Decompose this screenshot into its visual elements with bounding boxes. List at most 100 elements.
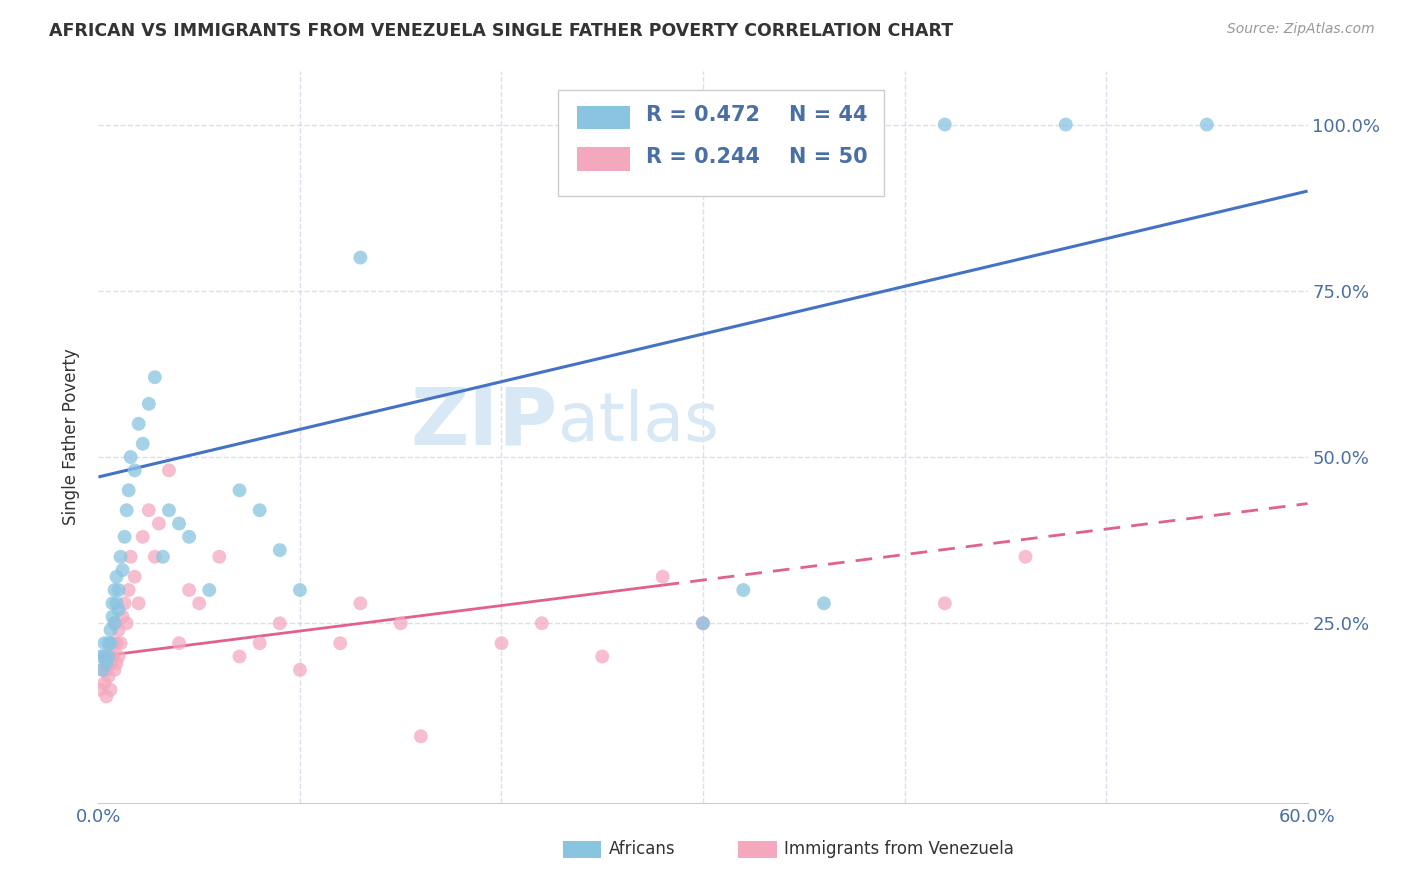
Point xyxy=(93,676,115,690)
Point xyxy=(167,516,190,531)
Point xyxy=(249,503,271,517)
Point xyxy=(97,669,120,683)
Point xyxy=(118,483,141,498)
Point xyxy=(389,616,412,631)
Text: R = 0.472    N = 44: R = 0.472 N = 44 xyxy=(647,105,868,125)
Point xyxy=(269,543,291,558)
Point xyxy=(733,582,755,597)
Point xyxy=(152,549,174,564)
Point xyxy=(97,649,120,664)
Point xyxy=(143,370,166,384)
Point xyxy=(97,649,120,664)
Point xyxy=(105,636,128,650)
Point xyxy=(409,729,432,743)
Point xyxy=(111,609,134,624)
Y-axis label: Single Father Poverty: Single Father Poverty xyxy=(62,349,80,525)
Point xyxy=(96,656,118,670)
Text: AFRICAN VS IMMIGRANTS FROM VENEZUELA SINGLE FATHER POVERTY CORRELATION CHART: AFRICAN VS IMMIGRANTS FROM VENEZUELA SIN… xyxy=(49,22,953,40)
Point xyxy=(138,503,160,517)
Point xyxy=(100,682,122,697)
Point xyxy=(91,663,114,677)
Point xyxy=(591,649,613,664)
Point xyxy=(101,609,124,624)
Point xyxy=(349,251,371,265)
Point xyxy=(934,596,956,610)
Point xyxy=(179,530,201,544)
Point xyxy=(157,503,180,517)
Point xyxy=(491,636,513,650)
Point xyxy=(1195,118,1218,132)
Point xyxy=(101,636,124,650)
Point xyxy=(124,463,146,477)
Text: Source: ZipAtlas.com: Source: ZipAtlas.com xyxy=(1227,22,1375,37)
Point xyxy=(103,616,125,631)
FancyBboxPatch shape xyxy=(562,841,602,858)
Point xyxy=(107,623,129,637)
Point xyxy=(148,516,170,531)
FancyBboxPatch shape xyxy=(738,841,776,858)
Point xyxy=(249,636,271,650)
Point xyxy=(118,582,141,597)
Point xyxy=(105,570,128,584)
Point xyxy=(93,649,115,664)
FancyBboxPatch shape xyxy=(578,147,630,171)
Point xyxy=(103,616,125,631)
Point xyxy=(89,649,111,664)
Point xyxy=(101,649,124,664)
Point xyxy=(198,582,221,597)
Point xyxy=(692,616,714,631)
Point xyxy=(105,656,128,670)
Point xyxy=(208,549,231,564)
Point xyxy=(110,549,132,564)
Point xyxy=(157,463,180,477)
Point xyxy=(124,570,146,584)
Point xyxy=(115,616,138,631)
Point xyxy=(89,682,111,697)
Point xyxy=(107,649,129,664)
Text: R = 0.244    N = 50: R = 0.244 N = 50 xyxy=(647,147,868,167)
Point xyxy=(813,596,835,610)
Point xyxy=(120,549,142,564)
FancyBboxPatch shape xyxy=(578,106,630,129)
Text: Immigrants from Venezuela: Immigrants from Venezuela xyxy=(785,840,1014,858)
Text: Africans: Africans xyxy=(609,840,675,858)
Point xyxy=(167,636,190,650)
Point xyxy=(269,616,291,631)
Point xyxy=(115,503,138,517)
Point xyxy=(188,596,211,610)
Point xyxy=(103,663,125,677)
Point xyxy=(530,616,553,631)
Point xyxy=(692,616,714,631)
Point xyxy=(96,690,118,704)
Point xyxy=(288,582,311,597)
Point xyxy=(93,649,115,664)
Point xyxy=(105,596,128,610)
Point xyxy=(1054,118,1077,132)
Point xyxy=(114,530,136,544)
Point xyxy=(349,596,371,610)
Point xyxy=(138,397,160,411)
Point xyxy=(288,663,311,677)
Point xyxy=(101,596,124,610)
Point xyxy=(107,603,129,617)
Point xyxy=(143,549,166,564)
Point xyxy=(132,530,155,544)
Point xyxy=(329,636,352,650)
Point xyxy=(93,636,115,650)
Point xyxy=(100,656,122,670)
Point xyxy=(120,450,142,464)
Point xyxy=(1014,549,1036,564)
Point xyxy=(111,563,134,577)
Text: atlas: atlas xyxy=(558,390,718,456)
Point xyxy=(107,582,129,597)
Point xyxy=(132,436,155,450)
Point xyxy=(228,649,250,664)
Point xyxy=(91,663,114,677)
Text: ZIP: ZIP xyxy=(411,384,558,461)
Point xyxy=(100,623,122,637)
Point xyxy=(103,582,125,597)
Point xyxy=(128,596,150,610)
Point xyxy=(114,596,136,610)
Point xyxy=(96,663,118,677)
Point xyxy=(97,636,120,650)
